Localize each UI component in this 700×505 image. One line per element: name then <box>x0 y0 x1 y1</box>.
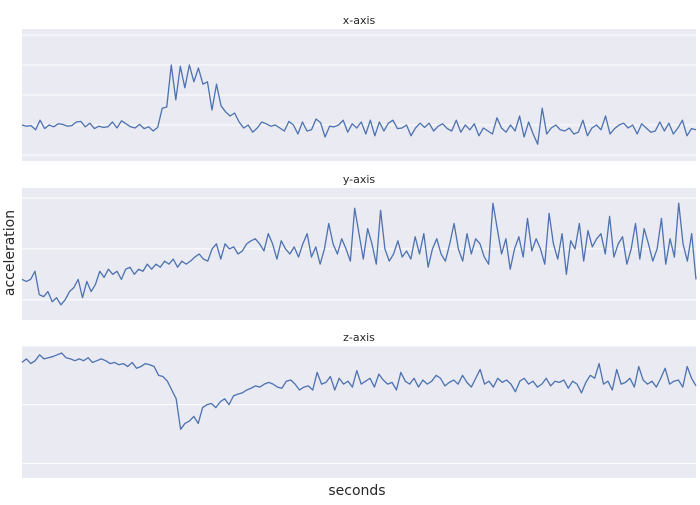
series-line <box>21 352 697 430</box>
series-line <box>21 64 697 145</box>
series-line <box>21 202 697 306</box>
subplot-3: z-axis <box>21 331 697 478</box>
x-axis-label: seconds <box>328 483 385 499</box>
y-axis-label: acceleration <box>2 210 18 296</box>
subplots: x-axis y-axis z-axis <box>21 14 697 478</box>
subplot-2: y-axis <box>21 173 697 320</box>
subplot-title: x-axis <box>343 14 376 27</box>
plot-area <box>22 346 696 478</box>
subplot-title: z-axis <box>343 331 375 344</box>
subplot-1: x-axis <box>21 14 697 161</box>
plot-area <box>22 188 696 320</box>
subplot-title: y-axis <box>343 173 376 186</box>
